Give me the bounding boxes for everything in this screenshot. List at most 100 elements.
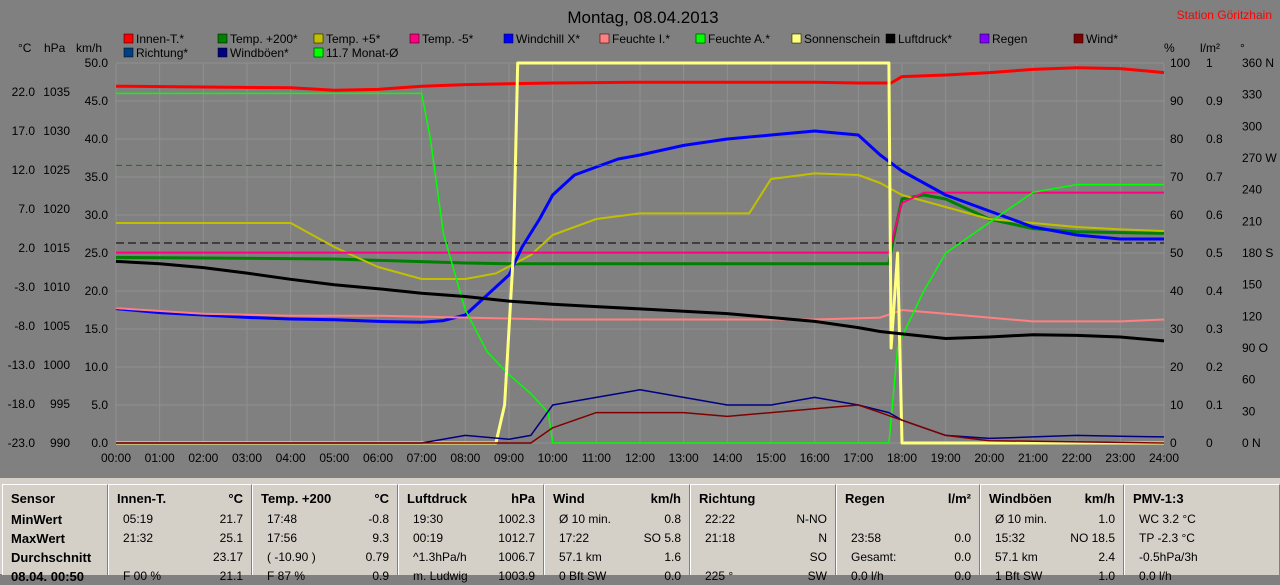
stats-cell-label: 0.0 l/h xyxy=(1139,569,1172,583)
x-tick-label: 15:00 xyxy=(756,451,786,465)
legend-swatch xyxy=(1073,33,1084,44)
stats-cell-value: 1.0 xyxy=(1098,569,1115,583)
rain-tick-label: 0.5 xyxy=(1206,246,1223,260)
unit-pressure: hPa xyxy=(44,41,66,55)
x-tick-label: 19:00 xyxy=(931,451,961,465)
direction-tick-label: 30 xyxy=(1242,404,1256,418)
direction-tick-label: 360 N xyxy=(1242,56,1274,70)
legend-swatch xyxy=(313,33,324,44)
axis-labels: 22.0 17.0 12.0 7.0 2.0 -3.0 -8.0 -13.0 -18.0 -23.… xyxy=(8,56,1278,465)
legend: Innen-T.* Temp. +200* Temp. +5* Temp. -5* Wi… xyxy=(123,32,1118,60)
unit-temperature: °C xyxy=(18,41,32,55)
series-windchill-x xyxy=(115,129,1164,324)
x-tick-label: 02:00 xyxy=(188,451,218,465)
humidity-tick-label: 90 xyxy=(1170,94,1184,108)
x-tick-label: 01:00 xyxy=(145,451,175,465)
stats-cell-label: 225 ° xyxy=(705,569,734,583)
unit-wind: km/h xyxy=(76,41,102,55)
legend-swatch xyxy=(979,33,990,44)
stats-panel-title: Temp. +200 xyxy=(261,491,332,506)
temperature-tick-label: 12.0 xyxy=(12,163,36,177)
series-temp-5 xyxy=(116,191,1164,254)
legend-swatch xyxy=(791,33,802,44)
stats-panel-unit: hPa xyxy=(511,491,535,506)
series-innen-t xyxy=(115,66,1165,92)
humidity-tick-label: 0 xyxy=(1170,436,1177,450)
stats-panel: Luftdruck hPa 19:30 1002.3 00:19 1012.7 ^1.3hP… xyxy=(398,484,544,583)
stats-cell-label: F 87 % xyxy=(267,569,306,583)
x-tick-label: 17:00 xyxy=(843,451,873,465)
humidity-tick-label: 70 xyxy=(1170,170,1184,184)
stats-cell-label: 0.0 l/h xyxy=(851,569,884,583)
rain-tick-label: 0.9 xyxy=(1206,94,1223,108)
direction-tick-label: 150 xyxy=(1242,278,1262,292)
stats-cell-value: 0.8 xyxy=(664,512,681,526)
stats-cell-value: 25.1 xyxy=(219,531,243,545)
humidity-tick-label: 50 xyxy=(1170,246,1184,260)
legend-label: Windböen* xyxy=(230,46,289,60)
row-label-current: 08.04. 00:50 xyxy=(11,569,85,584)
pressure-tick-label: 1035 xyxy=(43,85,70,99)
legend-label: Temp. +200* xyxy=(230,32,298,46)
pressure-tick-label: 1005 xyxy=(43,319,70,333)
stats-cell-label: 15:32 xyxy=(995,531,1026,545)
temperature-tick-label: 2.0 xyxy=(18,241,35,255)
humidity-tick-label: 80 xyxy=(1170,132,1184,146)
stats-panel: Temp. +200 °C 17:48 -0.8 17:56 9.3 ( -10.90 ) 0… xyxy=(252,484,398,583)
stats-cell-label: 17:48 xyxy=(267,512,298,526)
wind-tick-label: 25.0 xyxy=(85,246,109,260)
stats-panel-title: Wind xyxy=(553,491,585,506)
stats-panel-unit: °C xyxy=(228,491,243,506)
stats-panel: Windböen km/h Ø 10 min. 1.0 15:32 NO 18.5 57.1… xyxy=(980,484,1124,583)
x-tick-label: 18:00 xyxy=(887,451,917,465)
direction-tick-label: 90 O xyxy=(1242,341,1268,355)
stats-cell-label: 57.1 km xyxy=(995,550,1038,564)
stats-cell-label: 21:18 xyxy=(705,531,736,545)
stats-panel-unit: °C xyxy=(374,491,389,506)
legend-swatch xyxy=(217,47,228,58)
stats-cell-label: ^1.3hPa/h xyxy=(413,550,467,564)
legend-swatch xyxy=(217,33,228,44)
x-tick-label: 10:00 xyxy=(538,451,568,465)
stats-panel: Richtung 22:22 N-NO 21:18 N SO 225 ° SW xyxy=(690,484,836,583)
series-sonnenschein xyxy=(116,61,1164,445)
wind-tick-label: 30.0 xyxy=(85,208,109,222)
temperature-tick-label: -23.0 xyxy=(8,436,36,450)
stats-cell-value: 1012.7 xyxy=(498,531,535,545)
x-tick-label: 07:00 xyxy=(407,451,437,465)
direction-tick-label: 300 xyxy=(1242,119,1262,133)
legend-label: 11.7 Monat-Ø xyxy=(326,46,398,60)
series-luftdruck xyxy=(115,259,1165,343)
x-tick-label: 20:00 xyxy=(974,451,1004,465)
stats-cell-label: WC 3.2 °C xyxy=(1139,512,1196,526)
stats-cell-value: 0.0 xyxy=(954,550,971,564)
stats-panel: PMV-1:3 WC 3.2 °C TP -2.3 °C -0.5hPa/3h 0.0 … xyxy=(1124,484,1280,583)
stats-cell-label: 22:22 xyxy=(705,512,736,526)
unit-headers: °C hPa km/h % l/m² ° xyxy=(18,41,1245,55)
temperature-tick-label: -8.0 xyxy=(14,319,35,333)
stats-cell-label: 21:32 xyxy=(123,531,154,545)
series-feuchte-i xyxy=(115,307,1165,323)
stats-cell-label: Ø 10 min. xyxy=(559,512,612,526)
direction-tick-label: 0 N xyxy=(1242,436,1261,450)
stats-cell-value: 0.9 xyxy=(372,569,389,583)
rain-tick-label: 0.1 xyxy=(1206,398,1223,412)
pressure-tick-label: 1025 xyxy=(43,163,70,177)
wind-tick-label: 20.0 xyxy=(85,284,109,298)
series-feuchte-a xyxy=(116,92,1164,444)
stats-panel-title: Richtung xyxy=(699,491,756,506)
humidity-tick-label: 30 xyxy=(1170,322,1184,336)
temperature-tick-label: -13.0 xyxy=(8,358,36,372)
legend-label: Feuchte I.* xyxy=(612,32,670,46)
stats-cell-value: 2.4 xyxy=(1098,550,1115,564)
stats-cell-label: Ø 10 min. xyxy=(995,512,1048,526)
stats-cell-value: SW xyxy=(807,569,827,583)
x-tick-label: 05:00 xyxy=(319,451,349,465)
legend-label: Regen xyxy=(992,32,1027,46)
stats-panel-title: Innen-T. xyxy=(117,491,167,506)
stats-panel-unit: km/h xyxy=(1084,491,1115,506)
x-tick-label: 11:00 xyxy=(582,451,611,465)
stats-cell-label: 0 Bft SW xyxy=(559,569,607,583)
legend-label: Feuchte A.* xyxy=(708,32,770,46)
pressure-tick-label: 1020 xyxy=(43,202,70,216)
